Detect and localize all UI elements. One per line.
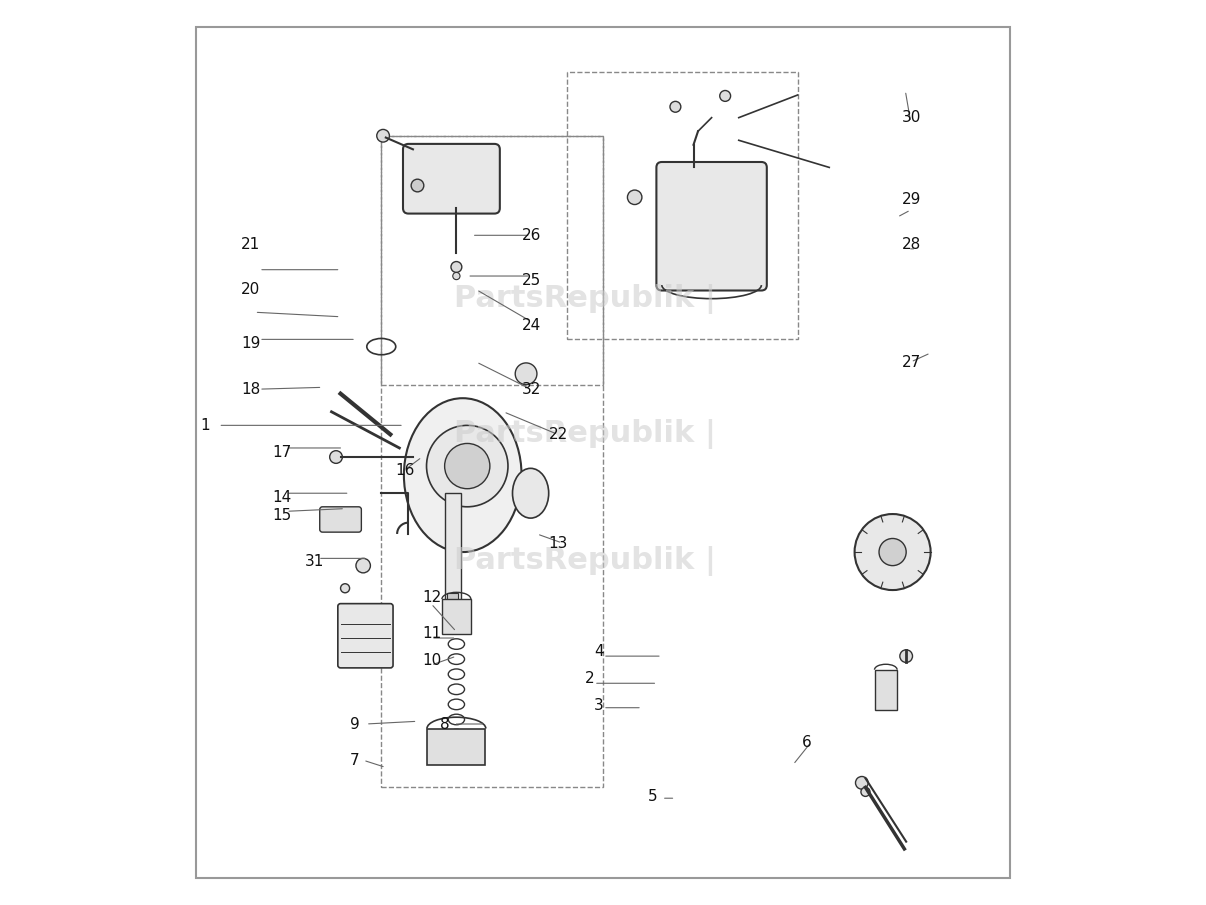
Circle shape	[356, 558, 370, 573]
FancyBboxPatch shape	[320, 507, 362, 532]
Circle shape	[340, 584, 350, 593]
Ellipse shape	[513, 469, 549, 518]
Text: 22: 22	[549, 427, 568, 442]
Text: 14: 14	[273, 491, 292, 505]
Circle shape	[671, 101, 681, 112]
Circle shape	[376, 129, 390, 142]
Circle shape	[855, 514, 931, 590]
Text: 1: 1	[200, 418, 210, 433]
Text: 27: 27	[902, 355, 921, 369]
Bar	[381, 136, 603, 787]
Bar	[381, 136, 603, 385]
Text: 10: 10	[422, 653, 441, 668]
Text: 3: 3	[593, 699, 604, 713]
Text: 4: 4	[593, 644, 603, 659]
Text: 18: 18	[241, 382, 260, 396]
Text: 20: 20	[241, 282, 260, 297]
Text: 16: 16	[394, 463, 414, 478]
Circle shape	[411, 179, 423, 192]
Text: 13: 13	[549, 536, 568, 550]
FancyBboxPatch shape	[403, 144, 499, 214]
Text: PartsRepublik |: PartsRepublik |	[453, 546, 716, 576]
Text: 11: 11	[422, 626, 441, 641]
Circle shape	[627, 190, 642, 205]
Bar	[874, 670, 897, 710]
FancyBboxPatch shape	[656, 162, 767, 291]
Bar	[567, 72, 797, 339]
Circle shape	[451, 262, 462, 272]
Circle shape	[855, 776, 868, 789]
Text: 12: 12	[422, 590, 441, 605]
Text: 28: 28	[902, 237, 921, 252]
Text: 8: 8	[440, 717, 450, 731]
Text: 21: 21	[241, 237, 260, 252]
Bar	[427, 729, 485, 765]
Text: PartsRepublik |: PartsRepublik |	[453, 283, 716, 314]
Circle shape	[861, 787, 870, 796]
Text: 2: 2	[585, 672, 595, 686]
Circle shape	[900, 650, 913, 662]
Ellipse shape	[404, 398, 521, 552]
Text: 31: 31	[304, 554, 323, 568]
Text: 17: 17	[273, 445, 292, 460]
Circle shape	[720, 90, 731, 101]
Text: 26: 26	[521, 228, 541, 243]
Circle shape	[445, 443, 490, 489]
Bar	[441, 599, 470, 634]
Circle shape	[452, 272, 459, 280]
Bar	[445, 493, 461, 602]
Text: 19: 19	[241, 337, 260, 351]
Text: PartsRepublik |: PartsRepublik |	[453, 419, 716, 450]
Circle shape	[427, 425, 508, 507]
Bar	[447, 593, 458, 606]
FancyBboxPatch shape	[338, 604, 393, 668]
Circle shape	[879, 538, 906, 566]
Text: 15: 15	[273, 509, 292, 523]
Text: 32: 32	[521, 382, 541, 396]
Text: 24: 24	[521, 319, 540, 333]
Text: 30: 30	[902, 110, 921, 125]
Text: 6: 6	[802, 735, 812, 749]
Circle shape	[329, 451, 343, 463]
Text: 9: 9	[350, 717, 359, 731]
Text: 5: 5	[649, 789, 658, 804]
Text: 25: 25	[521, 273, 540, 288]
Text: 7: 7	[350, 753, 359, 767]
Circle shape	[515, 363, 537, 385]
Text: 29: 29	[902, 192, 921, 206]
